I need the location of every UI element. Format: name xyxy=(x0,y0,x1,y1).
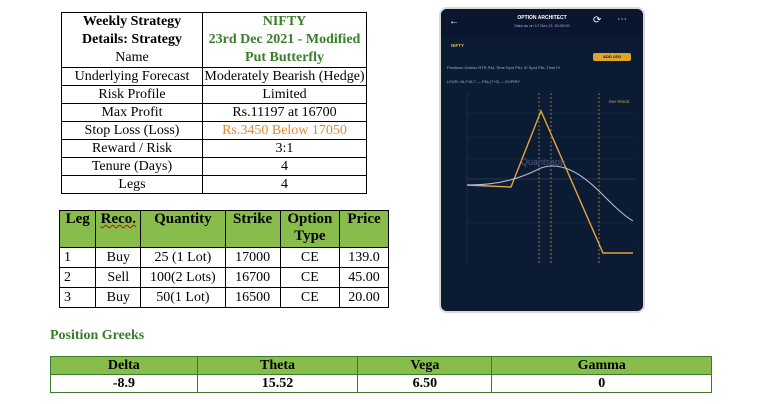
app-title: OPTION ARCHITECT xyxy=(517,15,567,21)
greek-header-theta: Theta xyxy=(196,356,359,375)
quantity-cell: 50(1 Lot) xyxy=(140,287,226,308)
payoff-chart-svg: PAY PRICE Quantsapp xyxy=(466,93,635,263)
table-row: 3 Buy 50(1 Lot) 16500 CE 20.00 xyxy=(58,287,389,308)
details-value: Limited xyxy=(202,85,367,104)
details-row: Legs 4 xyxy=(61,175,367,194)
strike-cell: 17000 xyxy=(224,247,281,268)
header-left-line-1: Weekly Strategy xyxy=(82,14,182,29)
details-header-row: Weekly Strategy Details: Strategy Name N… xyxy=(61,12,367,68)
chart-legend: LEVEL NLF18.7 — P&L(T+0) — EXPIRY xyxy=(447,79,521,84)
price-cell: 20.00 xyxy=(339,287,389,308)
option-type-cell: CE xyxy=(279,247,341,268)
header-right-line-2: 23rd Dec 2021 - Modified xyxy=(208,32,361,47)
strike-cell: 16500 xyxy=(224,287,281,308)
app-subtitle: Data as on 17 Dec 21 15:30:00 xyxy=(514,23,570,28)
price-cell: 139.0 xyxy=(339,247,389,268)
legs-header-row: Leg Reco. Quantity Strike Option Type Pr… xyxy=(58,210,389,248)
header-right-line-3: Put Butterfly xyxy=(245,50,324,65)
col-leg: Leg xyxy=(58,210,97,248)
quantity-cell: 100(2 Lots) xyxy=(140,267,226,288)
option-type-cell: CE xyxy=(279,267,341,288)
details-label: Stop Loss (Loss) xyxy=(61,121,203,140)
greeks-header-row: Delta Theta Vega Gamma xyxy=(50,356,712,375)
col-quantity: Quantity xyxy=(140,210,226,248)
price-cell: 45.00 xyxy=(339,267,389,288)
details-label: Tenure (Days) xyxy=(61,157,203,176)
leg-cell: 2 xyxy=(58,267,97,288)
col-option-type: Option Type xyxy=(279,210,341,248)
quantity-cell: 25 (1 Lot) xyxy=(140,247,226,268)
details-row: Underlying Forecast Moderately Bearish (… xyxy=(61,67,367,86)
leg-cell: 3 xyxy=(58,287,97,308)
current-payoff-line xyxy=(466,165,634,222)
greek-header-gamma: Gamma xyxy=(491,356,712,375)
strategy-details-table: Weekly Strategy Details: Strategy Name N… xyxy=(61,12,367,194)
reco-cell: Buy xyxy=(95,287,142,308)
details-label: Legs xyxy=(61,175,203,194)
greek-header-vega: Vega xyxy=(357,356,493,375)
details-row: Risk Profile Limited xyxy=(61,85,367,104)
symbol-label: NIFTY xyxy=(451,43,464,48)
option-type-cell: CE xyxy=(279,287,341,308)
col-price: Price xyxy=(339,210,389,248)
details-label: Risk Profile xyxy=(61,85,203,104)
col-reco: Reco. xyxy=(95,210,142,248)
header-left-line-2: Details: Strategy xyxy=(82,32,182,47)
app-header xyxy=(441,9,643,37)
details-label: Underlying Forecast xyxy=(61,67,203,86)
strike-cell: 16700 xyxy=(224,267,281,288)
table-row: 1 Buy 25 (1 Lot) 17000 CE 139.0 xyxy=(58,247,389,268)
reco-cell: Buy xyxy=(95,247,142,268)
greeks-title: Position Greeks xyxy=(50,328,145,343)
phone-tabs: Positions Greeks RTR P&L Time Spot P&L I… xyxy=(447,65,561,70)
details-row: Max Profit Rs.11197 at 16700 xyxy=(61,103,367,122)
details-value: 4 xyxy=(202,157,367,176)
header-right-line-1: NIFTY xyxy=(262,14,307,29)
greek-header-delta: Delta xyxy=(50,356,198,375)
col-strike: Strike xyxy=(224,210,281,248)
details-header-left: Weekly Strategy Details: Strategy Name xyxy=(61,12,203,68)
greeks-value-row: -8.9 15.52 6.50 0 xyxy=(50,374,712,393)
details-value: Rs.11197 at 16700 xyxy=(202,103,367,122)
header-left-line-3: Name xyxy=(115,50,149,65)
details-row: Reward / Risk 3:1 xyxy=(61,139,367,158)
payoff-chart: PAY PRICE Quantsapp xyxy=(451,93,635,283)
table-row: 2 Sell 100(2 Lots) 16700 CE 45.00 xyxy=(58,267,389,288)
details-value: 4 xyxy=(202,175,367,194)
greek-value-gamma: 0 xyxy=(491,374,712,393)
greek-value-delta: -8.9 xyxy=(50,374,198,393)
expiry-payoff-line xyxy=(466,109,633,254)
details-value: 3:1 xyxy=(202,139,367,158)
reco-cell: Sell xyxy=(95,267,142,288)
watermark: Quantsapp xyxy=(521,157,565,167)
details-label: Reward / Risk xyxy=(61,139,203,158)
leg-cell: 1 xyxy=(58,247,97,268)
refresh-icon[interactable]: ⟳ xyxy=(593,15,602,26)
more-icon[interactable]: ⋯ xyxy=(617,14,627,25)
option-architect-screenshot: ← OPTION ARCHITECT Data as on 17 Dec 21 … xyxy=(439,7,645,313)
add-leg-button[interactable]: ADD LEG xyxy=(593,53,631,61)
back-arrow-icon[interactable]: ← xyxy=(449,16,459,27)
greek-value-vega: 6.50 xyxy=(357,374,493,393)
legs-table: Leg Reco. Quantity Strike Option Type Pr… xyxy=(58,210,389,308)
details-label: Max Profit xyxy=(61,103,203,122)
payoff-label: PAY PRICE xyxy=(609,99,630,104)
details-value-stoploss: Rs.3450 Below 17050 xyxy=(202,121,367,140)
details-row: Tenure (Days) 4 xyxy=(61,157,367,176)
details-value: Moderately Bearish (Hedge) xyxy=(202,67,367,86)
greek-value-theta: 15.52 xyxy=(196,374,359,393)
greeks-table: Delta Theta Vega Gamma -8.9 15.52 6.50 0 xyxy=(50,356,712,393)
details-row: Stop Loss (Loss) Rs.3450 Below 17050 xyxy=(61,121,367,140)
details-header-right: NIFTY 23rd Dec 2021 - Modified Put Butte… xyxy=(202,12,367,68)
